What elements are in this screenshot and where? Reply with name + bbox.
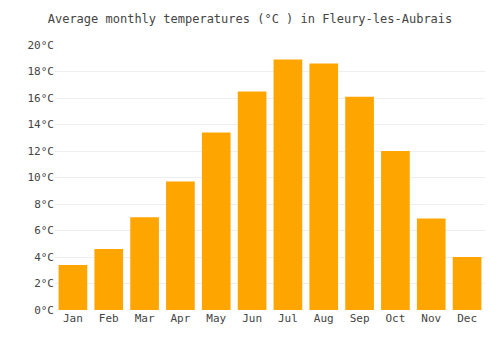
svg-text:2°C: 2°C	[34, 277, 54, 290]
svg-text:20°C: 20°C	[28, 39, 55, 52]
svg-text:Jun: Jun	[242, 312, 262, 325]
svg-text:4°C: 4°C	[34, 251, 54, 264]
svg-text:Dec: Dec	[457, 312, 477, 325]
svg-text:Mar: Mar	[135, 312, 155, 325]
svg-text:10°C: 10°C	[28, 171, 55, 184]
svg-text:0°C: 0°C	[34, 304, 54, 317]
svg-text:Feb: Feb	[99, 312, 119, 325]
svg-text:Apr: Apr	[170, 312, 190, 325]
svg-text:6°C: 6°C	[34, 224, 54, 237]
svg-text:Aug: Aug	[314, 312, 334, 325]
svg-text:Nov: Nov	[421, 312, 441, 325]
svg-text:14°C: 14°C	[28, 118, 55, 131]
svg-text:8°C: 8°C	[34, 198, 54, 211]
svg-text:18°C: 18°C	[28, 65, 55, 78]
svg-text:Average monthly temperatures (: Average monthly temperatures (°C ) in Fl…	[48, 12, 453, 26]
svg-text:Oct: Oct	[385, 312, 405, 325]
svg-text:16°C: 16°C	[28, 92, 55, 105]
svg-text:Jan: Jan	[63, 312, 83, 325]
svg-text:Sep: Sep	[350, 312, 370, 325]
svg-text:12°C: 12°C	[28, 145, 55, 158]
svg-text:May: May	[206, 312, 226, 325]
svg-text:Jul: Jul	[278, 312, 298, 325]
